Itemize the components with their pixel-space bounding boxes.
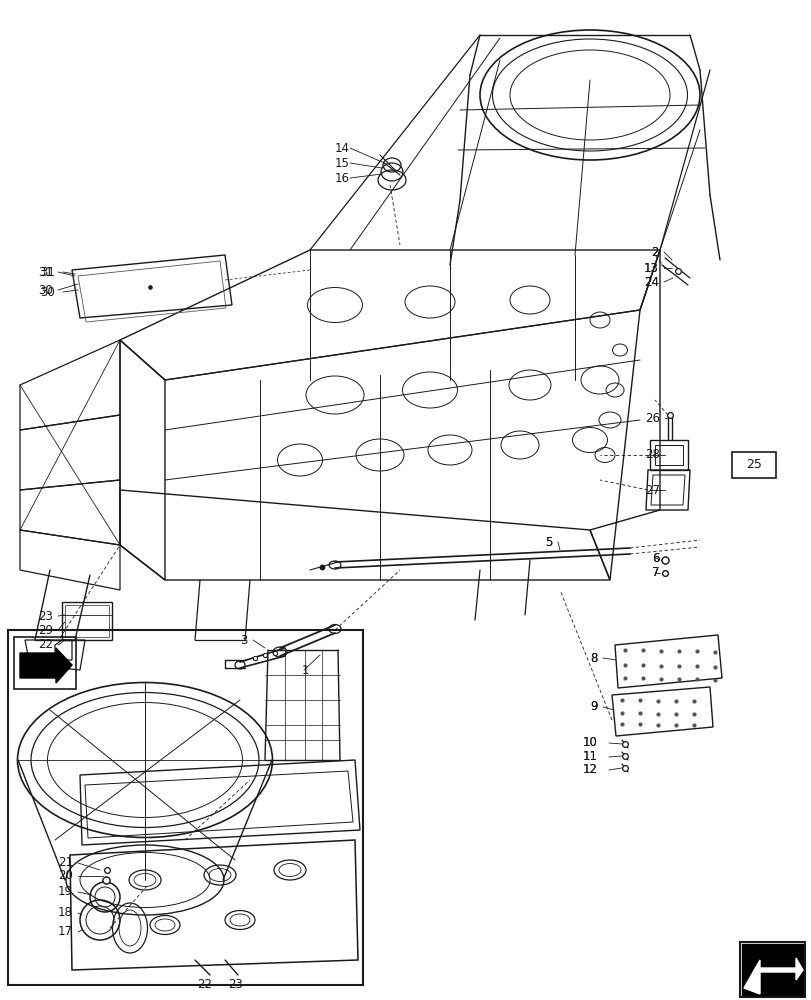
Text: 17: 17 — [58, 925, 73, 938]
Bar — [14, 637, 76, 689]
Text: 2: 2 — [650, 245, 659, 258]
Bar — [654, 445, 682, 465]
Text: 22: 22 — [197, 978, 212, 991]
Bar — [739, 942, 804, 997]
Text: 28: 28 — [644, 448, 659, 462]
Text: 10: 10 — [582, 736, 597, 750]
Text: 3: 3 — [240, 634, 247, 647]
Text: 8: 8 — [590, 652, 597, 664]
Text: 31: 31 — [38, 265, 53, 278]
Text: 7: 7 — [652, 566, 659, 578]
Text: 30: 30 — [41, 286, 55, 298]
Text: 13: 13 — [643, 261, 659, 274]
Polygon shape — [20, 648, 72, 683]
Text: 30: 30 — [38, 284, 53, 296]
Bar — [65, 605, 109, 637]
Text: 24: 24 — [643, 275, 659, 288]
Text: 5: 5 — [545, 536, 552, 548]
Text: 8: 8 — [590, 652, 597, 664]
Text: 6: 6 — [652, 552, 659, 564]
Text: 12: 12 — [582, 763, 597, 776]
Text: 29: 29 — [38, 624, 53, 637]
Text: 13: 13 — [643, 261, 659, 274]
Text: 15: 15 — [335, 157, 350, 170]
Text: 9: 9 — [590, 700, 597, 714]
Bar — [649, 440, 687, 470]
Bar — [8, 630, 363, 985]
Text: 22: 22 — [38, 639, 53, 652]
Text: 10: 10 — [582, 736, 597, 750]
Text: 21: 21 — [58, 856, 73, 869]
Text: 19: 19 — [58, 885, 73, 898]
Text: 2: 2 — [650, 245, 659, 258]
Text: 31: 31 — [40, 265, 55, 278]
Text: 25: 25 — [745, 458, 761, 472]
Text: 24: 24 — [643, 275, 659, 288]
Text: 27: 27 — [644, 484, 659, 496]
Text: 11: 11 — [582, 750, 597, 764]
Text: 11: 11 — [582, 750, 597, 764]
Bar — [731, 452, 775, 478]
Text: 1: 1 — [301, 664, 309, 676]
Text: 23: 23 — [38, 609, 53, 622]
Bar — [62, 602, 112, 640]
Text: 7: 7 — [652, 566, 659, 580]
Text: 18: 18 — [58, 906, 73, 919]
Polygon shape — [743, 958, 802, 994]
Text: 20: 20 — [58, 869, 73, 882]
Text: 9: 9 — [590, 700, 597, 714]
Polygon shape — [741, 944, 802, 995]
Text: 26: 26 — [644, 412, 659, 424]
Text: 6: 6 — [652, 552, 659, 564]
Text: 14: 14 — [335, 142, 350, 155]
Text: 16: 16 — [335, 172, 350, 185]
Text: 5: 5 — [545, 536, 552, 548]
Text: 23: 23 — [228, 978, 242, 991]
Text: 12: 12 — [582, 763, 597, 776]
